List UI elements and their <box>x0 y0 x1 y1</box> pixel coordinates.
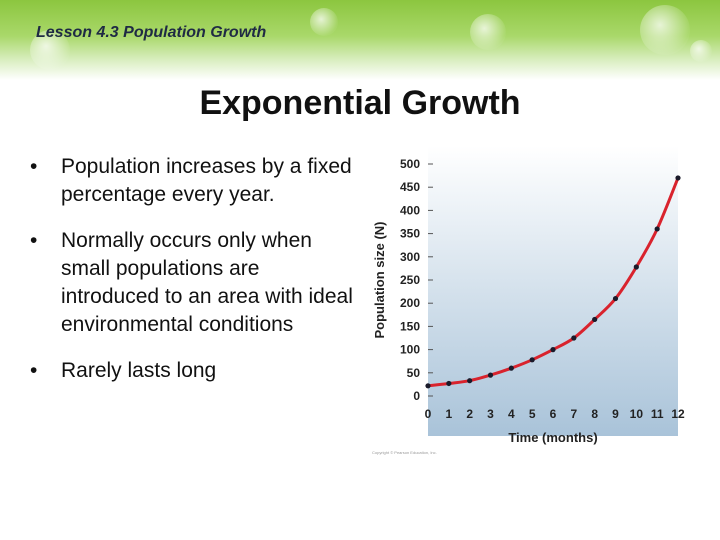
data-point <box>550 347 556 353</box>
x-tick-label: 6 <box>550 407 557 421</box>
header-banner <box>0 0 720 80</box>
bullet-item: Normally occurs only when small populati… <box>30 227 360 339</box>
data-point <box>592 316 598 323</box>
x-tick-label: 1 <box>445 407 452 421</box>
y-tick-label: 200 <box>400 296 420 310</box>
data-point <box>467 378 473 384</box>
x-tick-label: 12 <box>671 407 685 421</box>
bullet-item: Rarely lasts long <box>30 357 360 385</box>
decorative-bubble <box>640 5 690 55</box>
lesson-title: Lesson 4.3 Population Growth <box>36 24 267 41</box>
data-point <box>612 295 619 302</box>
y-tick-label: 450 <box>400 180 420 194</box>
decorative-bubble <box>310 8 338 36</box>
slide-title: Exponential Growth <box>199 84 521 122</box>
plot-area <box>428 146 678 436</box>
exponential-growth-chart: 0 50 100 150 200 250 300 350 400 450 500 0 1 2 3 4 5 6 7 8 9… <box>360 140 690 460</box>
bullet-list: Population increases by a fixed percenta… <box>30 153 360 403</box>
x-tick-label: 9 <box>612 407 619 421</box>
y-tick-label: 50 <box>407 366 421 380</box>
x-tick-label: 10 <box>630 407 644 421</box>
x-tick-label: 11 <box>651 407 664 421</box>
y-tick-label: 0 <box>413 389 420 403</box>
x-axis-label: Time (months) <box>508 430 597 445</box>
y-tick-label: 250 <box>400 273 420 287</box>
y-tick-label: 350 <box>400 227 420 241</box>
data-point <box>446 380 452 387</box>
data-point <box>571 335 577 341</box>
data-point <box>529 357 535 363</box>
y-tick-label: 100 <box>400 343 420 357</box>
y-tick-label: 150 <box>400 319 420 333</box>
x-tick-label: 5 <box>529 407 536 421</box>
y-tick-label: 400 <box>400 203 420 217</box>
data-point <box>508 365 514 371</box>
data-point <box>425 383 431 389</box>
x-tick-label: 8 <box>591 407 598 421</box>
y-tick-label: 300 <box>400 250 420 264</box>
bullet-item: Population increases by a fixed percenta… <box>30 153 360 209</box>
copyright-note: Copyright © Pearson Education, Inc. <box>372 450 437 455</box>
decorative-bubble <box>30 30 70 70</box>
data-point <box>633 264 639 270</box>
x-tick-label: 3 <box>487 407 494 421</box>
data-point <box>675 175 681 181</box>
data-point <box>487 372 494 378</box>
x-tick-label: 0 <box>425 407 432 421</box>
decorative-bubble <box>470 14 506 50</box>
x-tick-label: 4 <box>508 407 515 421</box>
x-tick-label: 2 <box>466 407 473 421</box>
x-tick-label: 7 <box>570 407 577 421</box>
y-tick-label: 500 <box>400 157 420 171</box>
data-point <box>654 226 660 232</box>
y-axis-label: Population size (N) <box>372 222 387 339</box>
decorative-bubble <box>690 40 712 62</box>
